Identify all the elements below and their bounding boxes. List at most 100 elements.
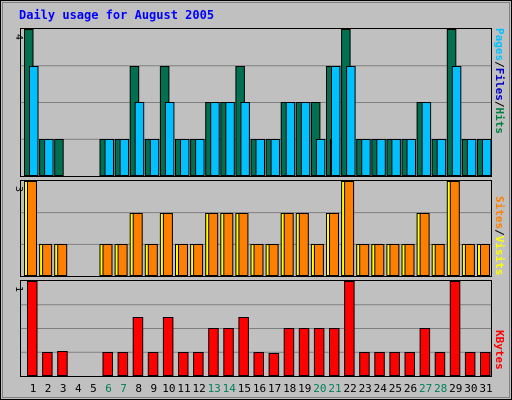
- bar-visitors-sites-day-7: [117, 244, 128, 276]
- legend-entry-kbytes: KBytes: [493, 330, 506, 370]
- legend-entry-visits: Visits: [493, 236, 506, 276]
- bar-kbytes-kbytes-day-10: [162, 317, 174, 376]
- bar-requests-pages-day-10: [164, 102, 175, 176]
- bar-kbytes-kbytes-day-28: [434, 352, 446, 376]
- x-axis-labels: 1 2 3 4 5 6 7 8 9 10 11 12 13 14 15 16 17 18 19 20 21 22 23 24 2…: [30, 382, 493, 395]
- bar-requests-pages-day-26: [406, 139, 416, 176]
- bar-visitors-sites-day-8: [132, 213, 143, 276]
- bar-kbytes-kbytes-day-20: [313, 328, 325, 376]
- x-tick-label-day-10: 10: [162, 382, 175, 395]
- bar-kbytes-kbytes-day-27: [419, 328, 431, 376]
- x-tick-label-day-29: 29: [449, 382, 462, 395]
- bar-requests-pages-day-6: [104, 139, 114, 176]
- scale-label-requests: 4: [13, 34, 24, 40]
- bar-kbytes-kbytes-day-22: [344, 281, 355, 376]
- x-tick-label-day-25: 25: [389, 382, 402, 395]
- x-tick-label-day-22: 22: [343, 382, 356, 395]
- bars: [24, 29, 492, 376]
- legend-entry-hits: Hits: [493, 108, 506, 135]
- bar-requests-pages-day-12: [195, 139, 205, 176]
- chart-title: Daily usage for August 2005: [19, 8, 214, 22]
- bar-kbytes-kbytes-day-31: [480, 352, 491, 376]
- bar-kbytes-kbytes-day-26: [404, 352, 415, 376]
- legend-kbytes: KBytes: [493, 330, 506, 370]
- bar-kbytes-kbytes-day-19: [298, 328, 310, 376]
- legend-entry-sites: Sites: [493, 196, 506, 229]
- bar-visitors-sites-day-22: [344, 181, 355, 276]
- bar-visitors-sites-day-27: [419, 213, 430, 276]
- x-tick-label-day-6: 6: [105, 382, 112, 395]
- x-tick-label-day-18: 18: [283, 382, 296, 395]
- bar-visitors-sites-day-18: [283, 213, 294, 276]
- bar-visitors-sites-day-11: [178, 244, 188, 276]
- bar-visitors-sites-day-14: [223, 213, 234, 276]
- bar-kbytes-kbytes-day-23: [359, 352, 370, 376]
- bar-visitors-sites-day-13: [208, 213, 219, 276]
- x-tick-label-day-5: 5: [90, 382, 97, 395]
- bar-requests-pages-day-18: [285, 102, 296, 176]
- bar-requests-pages-day-11: [180, 139, 190, 176]
- bar-requests-pages-day-9: [149, 139, 160, 176]
- x-tick-label-day-21: 21: [328, 382, 341, 395]
- bar-requests-pages-day-7: [119, 139, 130, 176]
- x-tick-label-day-4: 4: [75, 382, 82, 395]
- x-tick-label-day-14: 14: [223, 382, 237, 395]
- bar-requests-pages-day-25: [391, 139, 401, 176]
- bar-kbytes-kbytes-day-6: [102, 352, 113, 376]
- bar-visitors-sites-day-17: [268, 244, 279, 276]
- bar-visitors-sites-day-25: [389, 244, 400, 276]
- bar-requests-pages-day-31: [482, 139, 492, 176]
- legend-visitors: Sites/Visits: [493, 196, 506, 276]
- legend-entry-separator: /: [493, 61, 506, 68]
- bar-kbytes-kbytes-day-17: [268, 353, 280, 376]
- bar-kbytes-kbytes-day-13: [208, 328, 219, 376]
- bar-kbytes-kbytes-day-21: [329, 328, 340, 376]
- x-tick-label-day-31: 31: [479, 382, 492, 395]
- bar-requests-pages-day-23: [361, 139, 371, 176]
- bar-kbytes-kbytes-day-15: [238, 317, 249, 376]
- bar-visitors-sites-day-19: [298, 213, 309, 276]
- x-tick-label-day-20: 20: [313, 382, 326, 395]
- x-tick-label-day-15: 15: [238, 382, 251, 395]
- bar-visitors-sites-day-28: [434, 244, 445, 276]
- bar-visitors-sites-day-1: [27, 181, 37, 276]
- bar-kbytes-kbytes-day-8: [132, 317, 144, 376]
- bar-kbytes-kbytes-day-25: [389, 352, 400, 376]
- bar-visitors-sites-day-31: [480, 244, 490, 276]
- legend-entry-pages: Pages: [493, 28, 506, 61]
- bar-kbytes-kbytes-day-7: [117, 352, 129, 376]
- x-tick-label-day-8: 8: [135, 382, 142, 395]
- x-tick-label-day-13: 13: [208, 382, 221, 395]
- x-tick-label-day-9: 9: [150, 382, 157, 395]
- bar-visitors-sites-day-9: [147, 244, 158, 276]
- bar-requests-pages-day-28: [436, 139, 447, 176]
- bar-kbytes-kbytes-day-24: [374, 352, 385, 376]
- scale-label-visitors: 3: [13, 186, 24, 192]
- legend-entry-separator: /: [493, 229, 506, 236]
- bar-kbytes-kbytes-day-2: [42, 352, 53, 376]
- bar-kbytes-kbytes-day-3: [57, 351, 68, 376]
- bar-requests-pages-day-1: [29, 66, 39, 176]
- bar-visitors-sites-day-15: [238, 213, 249, 276]
- bar-requests-pages-day-14: [225, 102, 235, 176]
- bar-requests-pages-day-29: [451, 66, 462, 176]
- x-tick-label-day-24: 24: [374, 382, 388, 395]
- x-tick-label-day-27: 27: [419, 382, 432, 395]
- bar-visitors-sites-day-30: [464, 244, 475, 276]
- bar-kbytes-kbytes-day-18: [283, 328, 295, 376]
- bar-requests-pages-day-16: [255, 139, 265, 176]
- bar-visitors-sites-day-3: [57, 244, 68, 276]
- x-tick-label-day-11: 11: [177, 382, 190, 395]
- x-tick-label-day-17: 17: [268, 382, 281, 395]
- x-tick-label-day-30: 30: [464, 382, 477, 395]
- bar-requests-pages-day-19: [300, 102, 311, 176]
- bar-requests-pages-day-21: [331, 66, 341, 176]
- bar-visitors-sites-day-24: [374, 244, 385, 276]
- x-tick-label-day-28: 28: [434, 382, 447, 395]
- x-tick-label-day-7: 7: [120, 382, 127, 395]
- bar-requests-pages-day-24: [376, 139, 386, 176]
- x-tick-label-day-1: 1: [30, 382, 37, 395]
- bar-kbytes-kbytes-day-9: [147, 352, 159, 376]
- bar-requests-pages-day-17: [270, 139, 281, 176]
